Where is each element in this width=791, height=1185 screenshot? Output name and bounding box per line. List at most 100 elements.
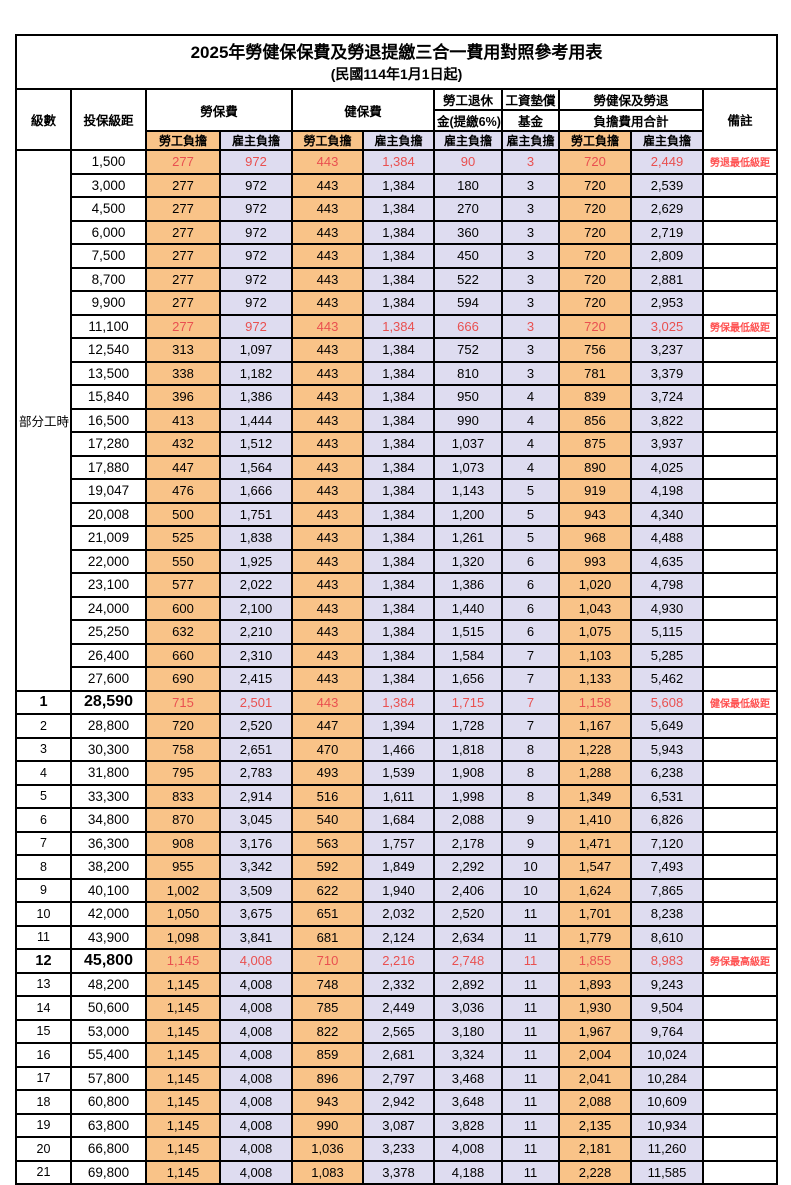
bracket-cell: 26,400 xyxy=(70,642,147,668)
value-cell: 3 xyxy=(501,313,560,339)
value-cell: 5,285 xyxy=(630,642,704,668)
subheader-wage-fund-employer: 雇主負擔 xyxy=(501,130,560,151)
remark-cell xyxy=(702,736,778,762)
value-cell: 447 xyxy=(291,713,364,739)
level-cell: 2 xyxy=(15,713,72,739)
value-cell: 919 xyxy=(558,478,632,504)
value-cell: 972 xyxy=(219,290,293,316)
value-cell: 11 xyxy=(501,1018,560,1044)
value-cell: 1,037 xyxy=(433,431,503,457)
value-cell: 443 xyxy=(291,407,364,433)
table-row: 13 48,200 1,145 4,008 748 2,332 2,892 11 1,893 9,… xyxy=(15,971,778,997)
value-cell: 450 xyxy=(433,243,503,269)
value-cell: 2,088 xyxy=(433,807,503,833)
value-cell: 563 xyxy=(291,830,364,856)
title-row: 2025年勞健保保費及勞退提繳三合一費用對照參考用表 (民國114年1月1日起) xyxy=(15,34,778,90)
level-cell: 9 xyxy=(15,877,72,903)
level-cell: 19 xyxy=(15,1112,72,1138)
value-cell: 2,310 xyxy=(219,642,293,668)
value-cell: 972 xyxy=(219,196,293,222)
bracket-cell: 38,200 xyxy=(70,854,147,880)
table-row: 15 53,000 1,145 4,008 822 2,565 3,180 11 1,967 9,… xyxy=(15,1018,778,1044)
remark-cell xyxy=(702,995,778,1021)
value-cell: 1,384 xyxy=(362,384,435,410)
value-cell: 432 xyxy=(145,431,221,457)
value-cell: 443 xyxy=(291,290,364,316)
value-cell: 1,167 xyxy=(558,713,632,739)
value-cell: 2,520 xyxy=(433,901,503,927)
level-cell: 8 xyxy=(15,854,72,880)
subheader-health-employee: 勞工負擔 xyxy=(291,130,364,151)
value-cell: 7 xyxy=(501,713,560,739)
value-cell: 3,379 xyxy=(630,360,704,386)
value-cell: 1,145 xyxy=(145,1112,221,1138)
value-cell: 550 xyxy=(145,548,221,574)
value-cell: 856 xyxy=(558,407,632,433)
value-cell: 1,757 xyxy=(362,830,435,856)
value-cell: 3 xyxy=(501,243,560,269)
col-header-total-line1: 勞健保及勞退 xyxy=(558,88,704,111)
value-cell: 1,512 xyxy=(219,431,293,457)
level-cell: 18 xyxy=(15,1089,72,1115)
bracket-cell: 24,000 xyxy=(70,595,147,621)
value-cell: 9,243 xyxy=(630,971,704,997)
value-cell: 2,449 xyxy=(630,149,704,175)
table-row: 17 57,800 1,145 4,008 896 2,797 3,468 11 2,041 10… xyxy=(15,1065,778,1091)
value-cell: 277 xyxy=(145,266,221,292)
value-cell: 2,124 xyxy=(362,924,435,950)
value-cell: 1,624 xyxy=(558,877,632,903)
value-cell: 10,934 xyxy=(630,1112,704,1138)
value-cell: 594 xyxy=(433,290,503,316)
value-cell: 1,145 xyxy=(145,1089,221,1115)
value-cell: 2,228 xyxy=(558,1159,632,1185)
remark-cell xyxy=(702,454,778,480)
page-title: 2025年勞健保保費及勞退提繳三合一費用對照參考用表 xyxy=(190,43,603,63)
value-cell: 396 xyxy=(145,384,221,410)
value-cell: 443 xyxy=(291,313,364,339)
bracket-cell: 6,000 xyxy=(70,219,147,245)
value-cell: 1,584 xyxy=(433,642,503,668)
value-cell: 5,649 xyxy=(630,713,704,739)
value-cell: 1,145 xyxy=(145,1042,221,1068)
header-sub-row: 勞工負擔 雇主負擔 勞工負擔 雇主負擔 雇主負擔 雇主負擔 勞工負擔 雇主負擔 xyxy=(16,130,777,151)
value-cell: 1,075 xyxy=(558,619,632,645)
remark-cell xyxy=(702,501,778,527)
value-cell: 2,953 xyxy=(630,290,704,316)
value-cell: 1,200 xyxy=(433,501,503,527)
value-cell: 3,233 xyxy=(362,1136,435,1162)
value-cell: 1,384 xyxy=(362,196,435,222)
value-cell: 4 xyxy=(501,431,560,457)
bracket-cell: 50,600 xyxy=(70,995,147,1021)
level-cell: 7 xyxy=(15,830,72,856)
value-cell: 443 xyxy=(291,384,364,410)
value-cell: 1,145 xyxy=(145,1018,221,1044)
value-cell: 476 xyxy=(145,478,221,504)
table-row: 12 45,800 1,145 4,008 710 2,216 2,748 11 1,855 8,… xyxy=(15,948,778,974)
table-row: 4 31,800 795 2,783 493 1,539 1,908 8 1,288 6,238 xyxy=(15,760,778,786)
value-cell: 9,764 xyxy=(630,1018,704,1044)
value-cell: 11 xyxy=(501,1159,560,1185)
value-cell: 516 xyxy=(291,783,364,809)
remark-cell xyxy=(702,713,778,739)
remark-cell xyxy=(702,807,778,833)
value-cell: 4,008 xyxy=(219,1159,293,1185)
table-row: 27,600 690 2,415 443 1,384 1,656 7 1,133 5,462 xyxy=(16,666,778,692)
value-cell: 10,284 xyxy=(630,1065,704,1091)
value-cell: 443 xyxy=(291,360,364,386)
table-row: 12,540 313 1,097 443 1,384 752 3 756 3,237 xyxy=(16,337,778,363)
remark-cell: 健保最低級距 xyxy=(702,689,778,715)
table-row: 23,100 577 2,022 443 1,384 1,386 6 1,020 4,798 xyxy=(16,572,778,598)
value-cell: 3,237 xyxy=(630,337,704,363)
value-cell: 6 xyxy=(501,572,560,598)
value-cell: 622 xyxy=(291,877,364,903)
value-cell: 4,008 xyxy=(219,1136,293,1162)
value-cell: 2,881 xyxy=(630,266,704,292)
title-cell: 2025年勞健保保費及勞退提繳三合一費用對照參考用表 (民國114年1月1日起) xyxy=(15,34,778,90)
value-cell: 720 xyxy=(558,243,632,269)
value-cell: 443 xyxy=(291,525,364,551)
value-cell: 11 xyxy=(501,948,560,974)
value-cell: 8,238 xyxy=(630,901,704,927)
remark-cell xyxy=(702,266,778,292)
value-cell: 10,609 xyxy=(630,1089,704,1115)
bracket-cell: 28,590 xyxy=(70,689,147,715)
